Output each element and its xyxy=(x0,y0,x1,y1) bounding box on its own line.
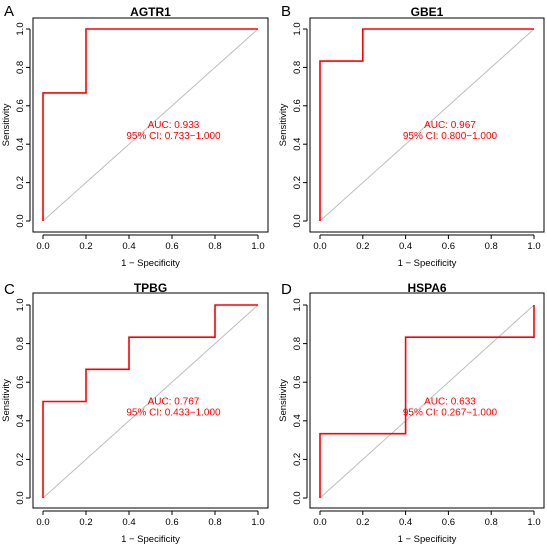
y-tick-label: 0.2 xyxy=(15,453,26,466)
x-tick-label: 0.4 xyxy=(122,517,135,528)
x-tick-label: 0.2 xyxy=(356,517,369,528)
y-tick-label: 0.8 xyxy=(15,337,26,350)
y-tick-label: 0.2 xyxy=(292,453,303,466)
x-tick-label: 0.8 xyxy=(208,241,221,252)
x-tick-label: 0.6 xyxy=(165,517,178,528)
y-tick-label: 0.4 xyxy=(15,414,26,427)
x-tick-label: 0.4 xyxy=(122,241,135,252)
panel-letter: C xyxy=(4,281,15,298)
roc-curve xyxy=(42,304,258,498)
y-tick-label: 1.0 xyxy=(292,22,303,35)
reference-diagonal xyxy=(319,28,535,222)
y-axis-label: Sensitivity xyxy=(1,103,12,146)
plot-frame xyxy=(309,292,545,509)
ci-annotation: 95% CI: 0.800−1.000 xyxy=(403,131,498,142)
x-tick-label: 0.0 xyxy=(36,241,49,252)
y-tick-label: 0.2 xyxy=(292,176,303,189)
chart-title: TPBG xyxy=(134,281,167,295)
x-tick-label: 1.0 xyxy=(527,517,540,528)
plot-frame xyxy=(32,292,269,509)
x-tick-label: 1.0 xyxy=(251,517,264,528)
y-tick-label: 0.0 xyxy=(15,214,26,227)
y-tick-label: 0.8 xyxy=(292,337,303,350)
x-tick-label: 0.6 xyxy=(442,241,455,252)
x-tick-label: 0.2 xyxy=(79,517,92,528)
y-tick-label: 1.0 xyxy=(15,22,26,35)
y-tick-label: 0.8 xyxy=(292,61,303,74)
y-axis-label: Sensitivity xyxy=(278,103,289,146)
x-tick-label: 0.8 xyxy=(485,241,498,252)
x-tick-label: 0.8 xyxy=(485,517,498,528)
y-tick-label: 0.2 xyxy=(15,176,26,189)
x-tick-label: 0.0 xyxy=(313,517,326,528)
chart-title: AGTR1 xyxy=(130,5,171,19)
x-tick-label: 0.0 xyxy=(313,241,326,252)
ci-annotation: 95% CI: 0.433−1.000 xyxy=(126,408,221,419)
ci-annotation: 95% CI: 0.267−1.000 xyxy=(403,408,498,419)
y-tick-label: 0.6 xyxy=(292,376,303,389)
y-tick-label: 0.0 xyxy=(15,491,26,504)
panel-letter: B xyxy=(281,3,291,20)
y-tick-label: 1.0 xyxy=(15,298,26,311)
x-tick-label: 0.6 xyxy=(165,241,178,252)
y-tick-label: 0.6 xyxy=(292,99,303,112)
x-tick-label: 0.6 xyxy=(442,517,455,528)
reference-diagonal xyxy=(42,28,259,222)
x-tick-label: 0.2 xyxy=(79,241,92,252)
auc-annotation: AUC: 0.633 xyxy=(424,397,476,408)
panel-letter: A xyxy=(4,3,14,20)
roc-panel-b: B GBE1 0.0 0.2 0.4 0.6 0.8 1.0 0.0 0.2 0.4 0.6 0.8 1.… xyxy=(278,3,545,269)
auc-annotation: AUC: 0.967 xyxy=(424,120,476,131)
x-axis-label: 1 − Specificity xyxy=(398,258,457,269)
roc-panel-a: A AGTR1 0.0 0.2 0.4 0.6 0.8 1.0 0.0 0.2 0.4 0.6 0.8 1… xyxy=(1,3,269,269)
y-tick-label: 0.0 xyxy=(292,491,303,504)
x-axis-label: 1 − Specificity xyxy=(398,534,457,545)
x-tick-label: 0.4 xyxy=(399,517,412,528)
x-axis-label: 1 − Specificity xyxy=(121,258,180,269)
ci-annotation: 95% CI: 0.733−1.000 xyxy=(126,131,221,142)
plot-frame xyxy=(309,17,545,233)
y-tick-label: 0.6 xyxy=(15,99,26,112)
y-axis-label: Sensitivity xyxy=(1,379,12,422)
auc-annotation: AUC: 0.767 xyxy=(148,397,200,408)
y-tick-label: 0.0 xyxy=(292,214,303,227)
chart-title: GBE1 xyxy=(411,5,444,19)
plot-frame xyxy=(32,17,269,233)
y-tick-label: 0.6 xyxy=(15,376,26,389)
panel-letter: D xyxy=(281,281,292,298)
x-tick-label: 1.0 xyxy=(527,241,540,252)
auc-annotation: AUC: 0.933 xyxy=(148,120,200,131)
x-tick-label: 0.4 xyxy=(399,241,412,252)
roc-panel-d: D HSPA6 0.0 0.2 0.4 0.6 0.8 1.0 0.0 0.2 0.4 0.6 0.8 1… xyxy=(278,281,545,545)
x-tick-label: 0.8 xyxy=(208,517,221,528)
y-tick-label: 0.4 xyxy=(292,138,303,151)
roc-panel-c: C TPBG 0.0 0.2 0.4 0.6 0.8 1.0 0.0 0.2 0.4 0.6 0.8 1.… xyxy=(1,281,269,545)
y-tick-label: 0.4 xyxy=(292,414,303,427)
y-tick-label: 1.0 xyxy=(292,298,303,311)
x-tick-label: 1.0 xyxy=(251,241,264,252)
chart-title: HSPA6 xyxy=(407,281,446,295)
x-axis-label: 1 − Specificity xyxy=(121,534,180,545)
roc-curve xyxy=(42,28,258,221)
reference-diagonal xyxy=(42,304,259,499)
x-tick-label: 0.0 xyxy=(36,517,49,528)
roc-curve xyxy=(319,28,534,221)
x-tick-label: 0.2 xyxy=(356,241,369,252)
y-axis-label: Sensitivity xyxy=(278,379,289,422)
roc-curve xyxy=(319,305,535,498)
y-tick-label: 0.8 xyxy=(15,61,26,74)
y-tick-label: 0.4 xyxy=(15,138,26,151)
